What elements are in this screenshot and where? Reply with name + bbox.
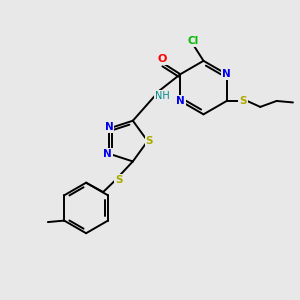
Text: N: N: [222, 69, 231, 79]
Text: S: S: [115, 175, 123, 185]
Text: NH: NH: [155, 91, 170, 101]
Text: S: S: [146, 136, 153, 146]
Text: N: N: [103, 149, 112, 159]
Text: Cl: Cl: [188, 36, 199, 46]
Text: N: N: [104, 122, 113, 132]
Text: N: N: [176, 96, 185, 106]
Text: O: O: [158, 54, 167, 64]
Text: S: S: [239, 96, 247, 106]
